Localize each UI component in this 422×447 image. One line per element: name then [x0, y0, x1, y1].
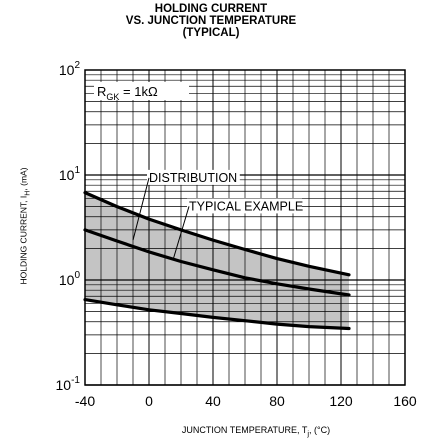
y-tick-label: 10-1: [56, 375, 81, 393]
y-tick-base: 10: [56, 377, 72, 393]
x-tick-label: -40: [75, 393, 95, 409]
chart-subtitle-line-2: (TYPICAL): [182, 27, 240, 39]
annotation-leader-line: [132, 177, 150, 241]
y-tick-label: 101: [59, 165, 81, 183]
x-tick-label: 0: [145, 393, 153, 409]
grid-layer: [84, 70, 406, 386]
condition-label-suffix: = 1kΩ: [119, 84, 158, 99]
y-tick-base: 10: [59, 167, 75, 183]
curve-layer: [83, 191, 351, 331]
typical-curve: [83, 228, 351, 297]
y-tick-exponent: 0: [74, 270, 80, 281]
distribution-band: [85, 192, 349, 329]
plot-frame: [84, 69, 406, 386]
condition-label-background: [94, 82, 189, 100]
distribution-band-layer: [85, 192, 349, 329]
x-tick-label: 40: [205, 393, 221, 409]
lower-limit-curve: [83, 298, 351, 331]
x-tick-label: 80: [269, 393, 285, 409]
x-tick-label: 160: [393, 393, 417, 409]
x-axis-label-unit: , (°C): [309, 425, 331, 435]
y-tick-label: 102: [59, 60, 81, 78]
y-tick-exponent: 2: [74, 60, 80, 71]
y-tick-exponent: 1: [74, 165, 80, 176]
condition-label: RGK = 1kΩ: [97, 84, 158, 102]
distribution-label: DISTRIBUTION: [149, 171, 237, 185]
chart-subtitle-line-1: VS. JUNCTION TEMPERATURE: [125, 15, 297, 27]
y-tick-base: 10: [59, 272, 75, 288]
annotation-layer: RGK = 1kΩ DISTRIBUTION TYPICAL EXAMPLE: [94, 82, 303, 261]
condition-label-subscript: GK: [106, 92, 119, 102]
condition-label-prefix: R: [97, 84, 106, 99]
x-axis-label: JUNCTION TEMPERATURE, Tj, (°C): [182, 425, 330, 438]
chart-title: HOLDING CURRENT: [154, 3, 268, 15]
typical-example-label: TYPICAL EXAMPLE: [189, 199, 303, 213]
y-tick-exponent: -1: [71, 375, 80, 386]
upper-limit-curve: [83, 191, 351, 277]
annotation-label-background: [147, 169, 240, 185]
x-axis-label-text: JUNCTION TEMPERATURE, T: [181, 425, 308, 435]
y-tick-base: 10: [59, 62, 75, 78]
annotation-label-background: [187, 198, 302, 214]
annotation-leader-line: [172, 206, 190, 261]
y-tick-label: 100: [59, 270, 81, 288]
x-tick-label: 120: [329, 393, 353, 409]
x-axis-label-subscript: j: [307, 428, 310, 438]
frame-layer: [84, 69, 406, 386]
